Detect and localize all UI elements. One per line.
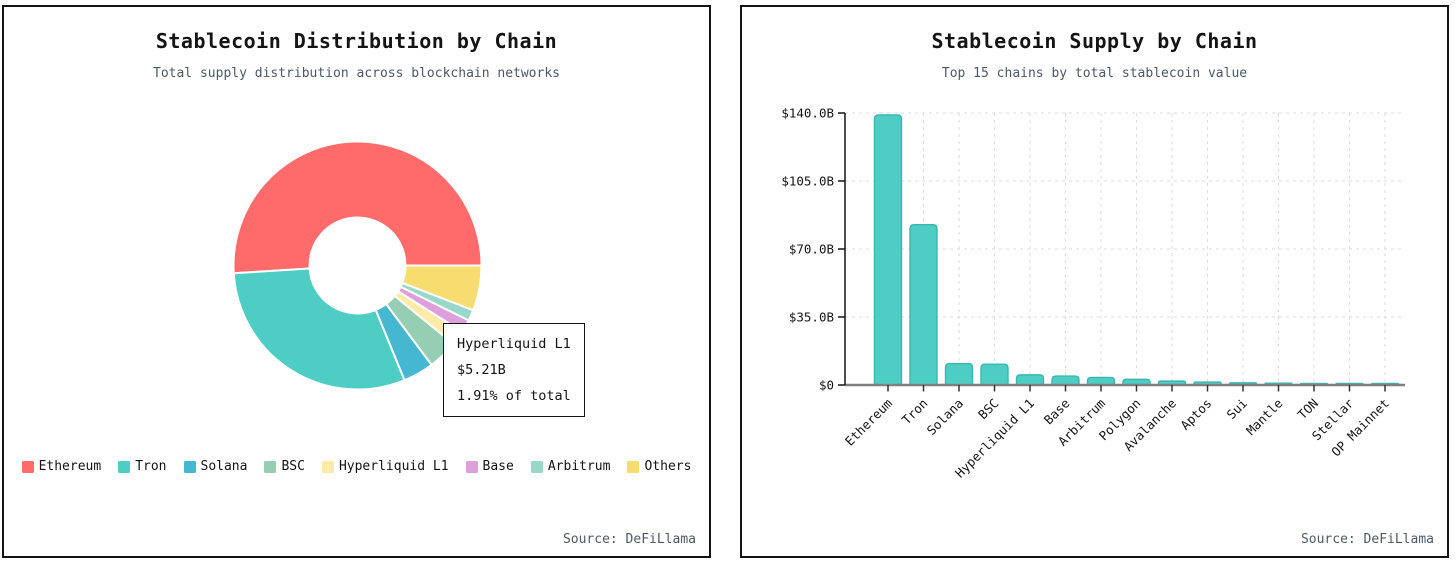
pie-slice-tron[interactable] xyxy=(232,267,406,391)
donut-chart xyxy=(232,140,483,391)
x-tick-label: Solana xyxy=(924,396,967,439)
x-tick-label: Mantle xyxy=(1243,396,1286,439)
legend-item-base[interactable]: Base xyxy=(465,459,514,474)
x-tick-label: Ethereum xyxy=(842,396,895,449)
bar-arbitrum[interactable] xyxy=(1086,376,1116,386)
bar-chart-title: Stablecoin Supply by Chain xyxy=(931,29,1258,53)
legend-swatch xyxy=(321,460,334,473)
y-tick-label: $35.0B xyxy=(789,310,834,325)
source-attribution-left: Source: DeFiLlama xyxy=(562,532,696,547)
x-tick-label: Aptos xyxy=(1177,396,1214,433)
legend-label: Base xyxy=(482,459,514,474)
x-tick-label: BSC xyxy=(975,396,1002,423)
legend-label: Arbitrum xyxy=(547,459,611,474)
y-tick-label: $70.0B xyxy=(789,242,834,257)
legend-label: BSC xyxy=(281,459,305,474)
legend-label: Others xyxy=(644,459,692,474)
tooltip-share: 1.91% of total xyxy=(457,388,571,404)
legend-item-hyperliquid-l1[interactable]: Hyperliquid L1 xyxy=(321,459,449,474)
pie-chart-panel: Stablecoin Distribution by Chain Total s… xyxy=(2,5,711,558)
bar-chart-panel: Stablecoin Supply by Chain Top 15 chains… xyxy=(740,5,1449,558)
y-tick-label: $0 xyxy=(819,378,834,393)
legend-item-arbitrum[interactable]: Arbitrum xyxy=(530,459,611,474)
legend-label: Tron xyxy=(135,459,167,474)
legend-swatch xyxy=(530,460,543,473)
x-tick-label: Base xyxy=(1041,396,1073,428)
legend-label: Ethereum xyxy=(38,459,102,474)
y-tick-label: $105.0B xyxy=(781,174,834,189)
x-tick-label: Sui xyxy=(1224,396,1251,423)
bar-solana[interactable] xyxy=(944,362,974,386)
tooltip-chain-name: Hyperliquid L1 xyxy=(457,336,571,352)
legend-item-ethereum[interactable]: Ethereum xyxy=(21,459,102,474)
legend-item-tron[interactable]: Tron xyxy=(118,459,167,474)
bar-hyperliquid-l1[interactable] xyxy=(1015,374,1045,386)
pie-chart-subtitle: Total supply distribution across blockch… xyxy=(153,66,560,81)
bar-bsc[interactable] xyxy=(980,363,1009,386)
legend-item-bsc[interactable]: BSC xyxy=(264,459,305,474)
bar-polygon[interactable] xyxy=(1122,378,1151,386)
legend-label: Solana xyxy=(200,459,248,474)
x-tick-label: Tron xyxy=(899,396,931,428)
legend-label: Hyperliquid L1 xyxy=(338,459,449,474)
legend-swatch xyxy=(264,460,277,473)
tooltip-value: $5.21B xyxy=(457,362,506,378)
legend-swatch xyxy=(627,460,640,473)
bar-chart-subtitle: Top 15 chains by total stablecoin value xyxy=(941,66,1248,81)
bar-ethereum[interactable] xyxy=(873,114,903,386)
bar-base[interactable] xyxy=(1051,375,1080,386)
legend-swatch xyxy=(183,460,196,473)
source-attribution-right: Source: DeFiLlama xyxy=(1300,532,1434,547)
pie-chart-title: Stablecoin Distribution by Chain xyxy=(155,29,558,53)
legend-item-others[interactable]: Others xyxy=(627,459,691,474)
y-tick-label: $140.0B xyxy=(781,106,834,121)
pie-slice-ethereum[interactable] xyxy=(232,140,483,275)
legend-swatch xyxy=(21,460,34,473)
pie-slice-others[interactable] xyxy=(401,264,483,312)
x-tick-label: TON xyxy=(1295,396,1322,423)
bar-chart: $0 $35.0B $70.0B $105.0B $140.0B Ethereum Tron… xyxy=(781,106,1405,481)
legend-swatch xyxy=(118,460,131,473)
legend-item-solana[interactable]: Solana xyxy=(183,459,248,474)
bar-tron[interactable] xyxy=(909,224,938,386)
pie-legend: Ethereum Tron Solana BSC Hyperliquid L1 Base A… xyxy=(4,459,709,474)
legend-swatch xyxy=(465,460,478,473)
pie-tooltip: Hyperliquid L1 $5.21B 1.91% of total xyxy=(443,323,585,417)
